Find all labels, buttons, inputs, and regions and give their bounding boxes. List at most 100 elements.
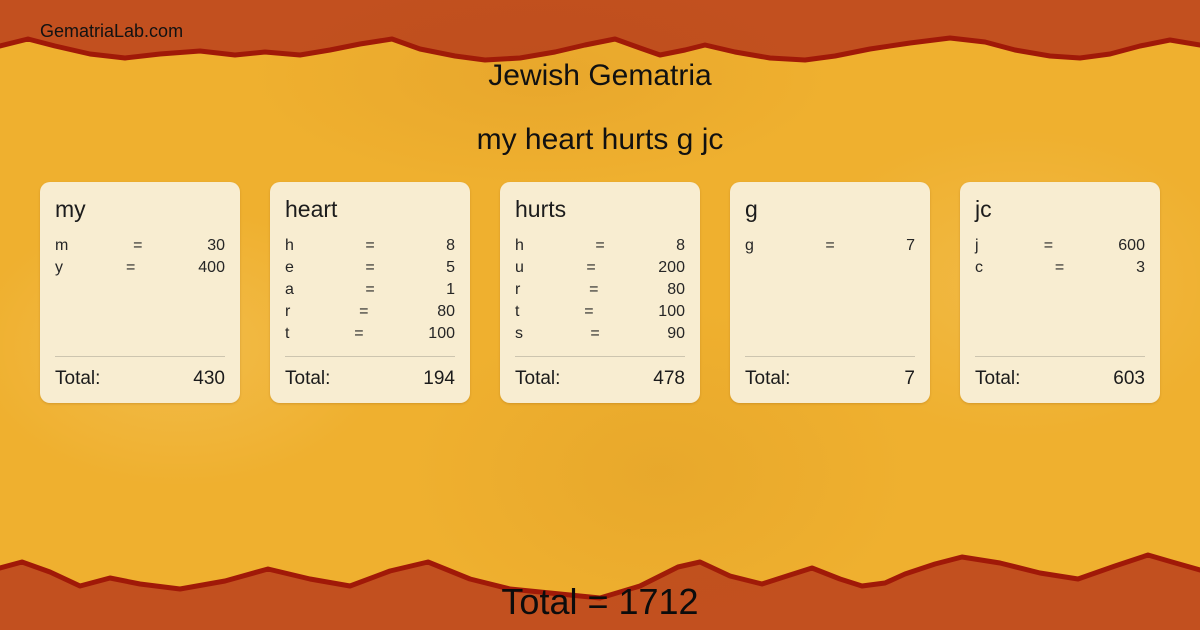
card-total-label: Total: [515,368,561,389]
letter-row: u = 200 [515,257,685,279]
card-total-value: 7 [904,368,915,389]
letter: g [745,237,754,254]
letter-value: 90 [667,325,685,342]
letter-value: 600 [1118,237,1145,254]
word-card-title: heart [285,196,338,222]
card-spacer [975,279,1145,356]
equals-sign: = [589,281,599,298]
equals-sign: = [125,259,136,276]
brand: GematriaLab.com [40,21,184,41]
equals-sign: = [354,325,364,342]
word-card: jc j = 600 c = 3 Total: 603 [960,182,1160,403]
letter-value: 7 [906,237,915,254]
word-card: heart h = 8 e = 5 a = 1 r = 80 t = 100 T… [270,182,470,403]
letter-value: 80 [437,303,455,320]
letter-value: 1 [446,281,455,298]
card-total-label: Total: [55,368,101,389]
phrase-text: my heart hurts g jc [476,123,724,156]
card-spacer [55,279,225,356]
letter-rows: g = 7 [745,235,915,257]
letter-row: h = 8 [515,235,685,257]
equals-sign: = [365,259,375,276]
card-total-row: Total: 603 [975,357,1145,390]
card-spacer [285,345,455,356]
letter-value: 400 [198,259,225,276]
letter: c [975,259,983,276]
card-divider [975,356,1145,357]
torn-edge-bottom-fill [0,555,1200,630]
card-total-value: 603 [1113,368,1145,389]
letter: u [515,259,524,276]
letter: r [515,281,521,298]
letter: j [975,237,979,254]
letter: s [515,325,523,342]
equals-sign: = [359,303,369,320]
equals-sign: = [133,237,143,254]
letter-value: 30 [207,237,225,254]
letter-row: m = 30 [55,235,225,257]
cards-row: my m = 30 y = 400 Total: 430 heart h = 8… [40,182,1160,403]
letter: h [515,237,524,254]
equals-sign: = [365,281,375,298]
card-total-row: Total: 430 [55,357,225,390]
card-total-value: 478 [653,368,685,389]
equals-sign: = [365,237,375,254]
card-total-label: Total: [975,368,1021,389]
letter-value: 8 [446,237,455,254]
word-card-title: g [745,196,758,222]
equals-sign: = [1054,259,1065,276]
letter-row: s = 90 [515,323,685,345]
word-card: my m = 30 y = 400 Total: 430 [40,182,240,403]
card-divider [285,356,455,357]
equals-sign: = [584,303,594,320]
letter-value: 5 [446,259,455,276]
letter: t [285,325,290,342]
word-card-title: hurts [515,196,567,222]
letter: a [285,281,294,298]
letter-value: 3 [1136,259,1145,276]
page-title: Jewish Gematria [488,59,712,92]
letter-row: y = 400 [55,257,225,279]
torn-edge-bottom-stroke [0,552,1200,601]
card-total-value: 430 [193,368,225,389]
letter-row: r = 80 [285,301,455,323]
letter-row: e = 5 [285,257,455,279]
word-card-title: my [55,196,86,222]
card-divider [55,356,225,357]
card-total-label: Total: [745,368,791,389]
letter-value: 100 [658,303,685,320]
equals-sign: = [825,237,835,254]
letter-rows: m = 30 y = 400 [55,235,225,279]
torn-edge-bottom [0,552,1200,630]
torn-edge-top-stroke [0,35,1200,63]
letter: r [285,303,291,320]
equals-sign: = [1043,237,1054,254]
letter-value: 80 [667,281,685,298]
torn-edge-top [0,0,1200,63]
letter-rows: h = 8 u = 200 r = 80 t = 100 s = 90 [515,235,685,345]
card-total-row: Total: 7 [745,357,915,390]
word-card: g g = 7 Total: 7 [730,182,930,403]
card-total-label: Total: [285,368,331,389]
equals-sign: = [586,259,596,276]
letter-rows: h = 8 e = 5 a = 1 r = 80 t = 100 [285,235,455,345]
letter-value: 100 [428,325,455,342]
card-total-row: Total: 194 [285,357,455,390]
card-spacer [515,345,685,356]
letter-row: t = 100 [515,301,685,323]
letter-row: g = 7 [745,235,915,257]
letter: h [285,237,294,254]
letter: m [55,237,69,254]
torn-edge-top-fill [0,0,1200,60]
letter-row: h = 8 [285,235,455,257]
letter: e [285,259,294,276]
letter-rows: j = 600 c = 3 [975,235,1145,279]
word-card: hurts h = 8 u = 200 r = 80 t = 100 s = 9… [500,182,700,403]
letter-row: c = 3 [975,257,1145,279]
letter: y [55,259,63,276]
equals-sign: = [590,325,600,342]
letter: t [515,303,520,320]
word-card-title: jc [975,196,992,222]
letter-row: r = 80 [515,279,685,301]
